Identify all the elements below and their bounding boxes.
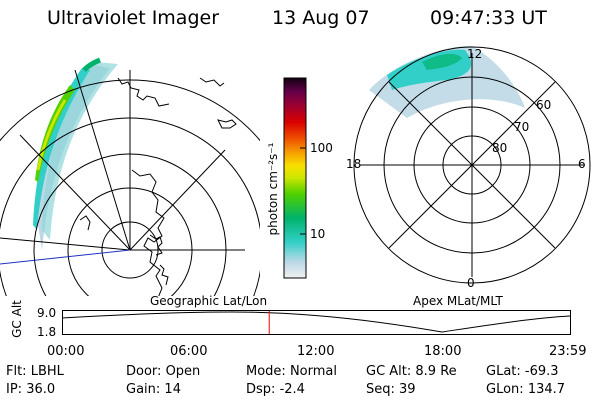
- altitude-ylabel: GC Alt: [10, 300, 24, 338]
- altitude-ytick-bottom: 1.8: [37, 325, 57, 339]
- colorbar-tick-label-10: 10: [310, 227, 326, 241]
- mlat-label-60: 60: [536, 98, 552, 112]
- time-label: 09:47:33 UT: [430, 7, 547, 29]
- mode-info: Mode: Normal: [246, 364, 337, 379]
- door-info: Door: Open: [126, 364, 201, 379]
- mlt-label-6: 6: [578, 157, 586, 171]
- mlat-label-80: 80: [492, 141, 508, 155]
- mlt-label-18: 18: [346, 157, 362, 171]
- altitude-plot: [62, 310, 571, 335]
- gc-alt-info: GC Alt: 8.9 Re: [366, 364, 457, 379]
- glat-info: GLat: -69.3: [486, 364, 559, 379]
- filter-info: Flt: LBHL: [6, 364, 64, 379]
- dsp-info: Dsp: -2.4: [246, 382, 305, 397]
- date-label: 13 Aug 07: [272, 7, 370, 29]
- altitude-plot-frame: [62, 310, 571, 335]
- mlt-lines: [360, 53, 584, 277]
- altitude-curve: [62, 311, 571, 333]
- meridian-lines: [0, 69, 245, 251]
- coastlines: [79, 77, 237, 296]
- altitude-ytick-top: 9.0: [37, 306, 57, 320]
- geographic-map: [0, 57, 260, 296]
- altitude-xtick-2359: 23:59: [549, 344, 587, 359]
- altitude-xtick-1800: 18:00: [424, 344, 462, 359]
- colorbar: [283, 77, 307, 279]
- polar-auroral-emission: [369, 45, 525, 118]
- seq-info: Seq: 39: [366, 382, 416, 397]
- mlat-label-70: 70: [514, 120, 530, 134]
- mlat-mlt-polar-plot: [353, 45, 591, 284]
- colorbar-unit-label: photon cm⁻²s⁻¹: [266, 142, 280, 236]
- terminator-line: [0, 249, 131, 265]
- right-panel-title: Apex MLat/MLT: [413, 294, 503, 308]
- altitude-xtick-0000: 00:00: [47, 344, 85, 359]
- altitude-xtick-1200: 12:00: [297, 344, 335, 359]
- mlt-label-12: 12: [467, 47, 483, 61]
- gain-info: Gain: 14: [126, 382, 181, 397]
- ip-info: IP: 36.0: [6, 382, 56, 397]
- colorbar-tick-label-100: 100: [310, 141, 333, 155]
- altitude-xtick-0600: 06:00: [170, 344, 208, 359]
- colorbar-gradient: [283, 77, 307, 279]
- glon-info: GLon: 134.7: [486, 382, 566, 397]
- mlt-label-0: 0: [467, 276, 475, 290]
- instrument-title: Ultraviolet Imager: [47, 7, 220, 29]
- left-panel-title: Geographic Lat/Lon: [150, 294, 268, 308]
